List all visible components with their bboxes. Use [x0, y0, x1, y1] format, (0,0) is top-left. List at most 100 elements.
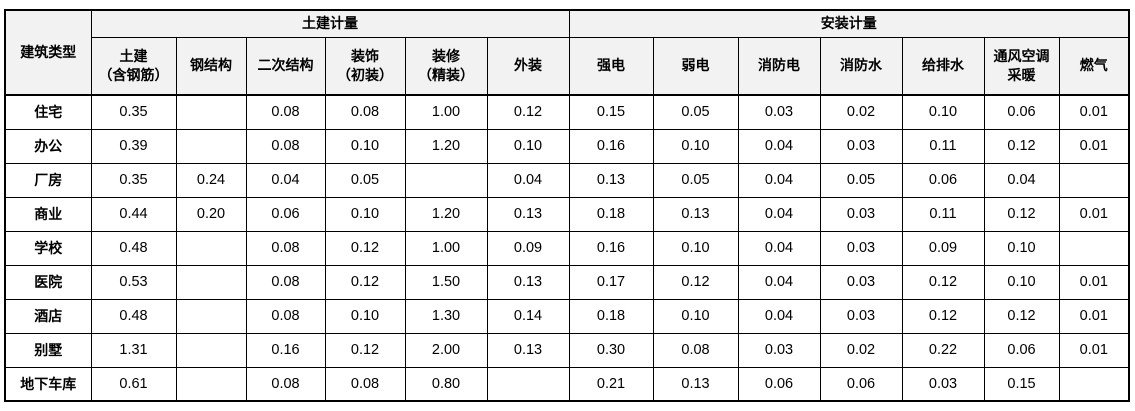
table-cell: 0.04 [737, 230, 821, 266]
table-cell: 0.12 [324, 332, 406, 368]
table-cell: 0.35 [90, 94, 177, 130]
column-header-decoration-fine: 装修 （精装） [404, 36, 488, 96]
table-cell [175, 128, 247, 164]
table-cell: 0.11 [901, 196, 985, 232]
table-cell [175, 94, 247, 130]
table-cell: 0.80 [404, 366, 488, 402]
row-header: 商业 [4, 196, 92, 232]
table-cell: 0.01 [1058, 128, 1130, 164]
table-row: 地下车库 0.61 0.08 0.08 0.80 0.21 0.13 0.06 0.06 0.03… [4, 366, 1130, 402]
table-cell: 0.11 [901, 128, 985, 164]
table-cell: 1.00 [404, 94, 488, 130]
table-cell: 0.15 [983, 366, 1060, 402]
table-cell [175, 332, 247, 368]
group-header-civil-measure: 土建计量 [90, 9, 570, 38]
table-cell: 0.03 [737, 94, 821, 130]
table-cell: 0.12 [901, 264, 985, 300]
table-cell: 0.16 [568, 128, 654, 164]
table-cell [175, 230, 247, 266]
row-header: 地下车库 [4, 366, 92, 402]
column-header-gas: 燃气 [1058, 36, 1130, 96]
table-cell: 0.18 [568, 298, 654, 334]
table-cell: 0.12 [652, 264, 739, 300]
row-header: 办公 [4, 128, 92, 164]
table-cell: 0.08 [245, 128, 326, 164]
table-cell: 0.03 [819, 264, 903, 300]
table-cell: 0.12 [324, 264, 406, 300]
table-cell [1058, 366, 1130, 402]
table-row: 商业 0.44 0.20 0.06 0.10 1.20 0.13 0.18 0.13 0.04 0.… [4, 196, 1130, 232]
table-cell: 0.22 [901, 332, 985, 368]
column-header-water-supply-drainage: 给排水 [901, 36, 985, 96]
table-cell: 0.08 [324, 366, 406, 402]
table-cell: 0.12 [983, 196, 1060, 232]
table-cell: 1.00 [404, 230, 488, 266]
table-cell: 0.05 [819, 162, 903, 198]
table-header: 建筑类型 土建计量 安装计量 土建 （含钢筋） 钢结构 二次结构 装饰 （初装）… [4, 9, 1130, 96]
table-cell: 0.06 [245, 196, 326, 232]
column-header-decoration-initial: 装饰 （初装） [324, 36, 406, 96]
table-cell: 0.08 [245, 230, 326, 266]
row-header: 学校 [4, 230, 92, 266]
table-cell: 0.13 [568, 162, 654, 198]
table-cell: 0.13 [486, 332, 570, 368]
column-header-fire-water: 消防水 [819, 36, 903, 96]
column-header-weak-electric: 弱电 [652, 36, 739, 96]
table-cell: 0.01 [1058, 332, 1130, 368]
table-cell: 0.10 [324, 196, 406, 232]
table-cell: 0.44 [90, 196, 177, 232]
table-cell: 0.02 [819, 332, 903, 368]
table-cell: 0.04 [737, 264, 821, 300]
table-cell: 0.08 [652, 332, 739, 368]
row-header: 厂房 [4, 162, 92, 198]
corner-header-building-type: 建筑类型 [4, 9, 92, 96]
table-cell [1058, 162, 1130, 198]
table-cell: 0.03 [819, 128, 903, 164]
table-cell: 0.04 [486, 162, 570, 198]
table-cell: 0.06 [819, 366, 903, 402]
table-cell: 0.04 [737, 128, 821, 164]
column-header-strong-electric: 强电 [568, 36, 654, 96]
construction-cost-table: 建筑类型 土建计量 安装计量 土建 （含钢筋） 钢结构 二次结构 装饰 （初装）… [4, 9, 1131, 402]
table-cell: 0.48 [90, 298, 177, 334]
table-cell: 0.04 [983, 162, 1060, 198]
table-cell: 0.13 [486, 264, 570, 300]
table-cell: 0.03 [901, 366, 985, 402]
table-cell: 0.05 [652, 162, 739, 198]
table-cell [175, 366, 247, 402]
table-cell: 1.50 [404, 264, 488, 300]
table-cell [404, 162, 488, 198]
row-header: 酒店 [4, 298, 92, 334]
table-cell: 0.06 [983, 332, 1060, 368]
table-cell: 0.16 [568, 230, 654, 266]
table-cell: 0.10 [652, 128, 739, 164]
table-row: 住宅 0.35 0.08 0.08 1.00 0.12 0.15 0.05 0.03 0.02 0.… [4, 94, 1130, 130]
table-row: 酒店 0.48 0.08 0.10 1.30 0.14 0.18 0.10 0.04 0.03 0.… [4, 298, 1130, 334]
table-cell: 0.15 [568, 94, 654, 130]
table-cell: 0.61 [90, 366, 177, 402]
table-row: 别墅 1.31 0.16 0.12 2.00 0.13 0.30 0.08 0.03 0.02 0.… [4, 332, 1130, 368]
table-cell: 0.06 [737, 366, 821, 402]
table-cell: 0.10 [652, 298, 739, 334]
table-cell: 2.00 [404, 332, 488, 368]
table-cell: 0.14 [486, 298, 570, 334]
table-cell: 0.09 [901, 230, 985, 266]
table-body: 住宅 0.35 0.08 0.08 1.00 0.12 0.15 0.05 0.03 0.02 0.… [4, 94, 1130, 402]
table-cell: 0.05 [652, 94, 739, 130]
column-header-fire-electric: 消防电 [737, 36, 821, 96]
group-header-row: 建筑类型 土建计量 安装计量 [4, 9, 1130, 96]
group-header-install-measure: 安装计量 [568, 9, 1130, 38]
table-cell: 0.35 [90, 162, 177, 198]
table-cell: 0.08 [324, 94, 406, 130]
table-cell: 0.10 [983, 264, 1060, 300]
table-container: 建筑类型 土建计量 安装计量 土建 （含钢筋） 钢结构 二次结构 装饰 （初装）… [4, 9, 1131, 402]
table-cell: 0.08 [245, 264, 326, 300]
table-cell: 0.09 [486, 230, 570, 266]
table-cell: 1.20 [404, 196, 488, 232]
table-cell: 0.13 [652, 366, 739, 402]
table-cell: 0.18 [568, 196, 654, 232]
table-cell: 0.06 [901, 162, 985, 198]
column-header-hvac: 通风空调 采暖 [983, 36, 1060, 96]
column-header-civil-rebar: 土建 （含钢筋） [90, 36, 177, 96]
table-cell [1058, 230, 1130, 266]
